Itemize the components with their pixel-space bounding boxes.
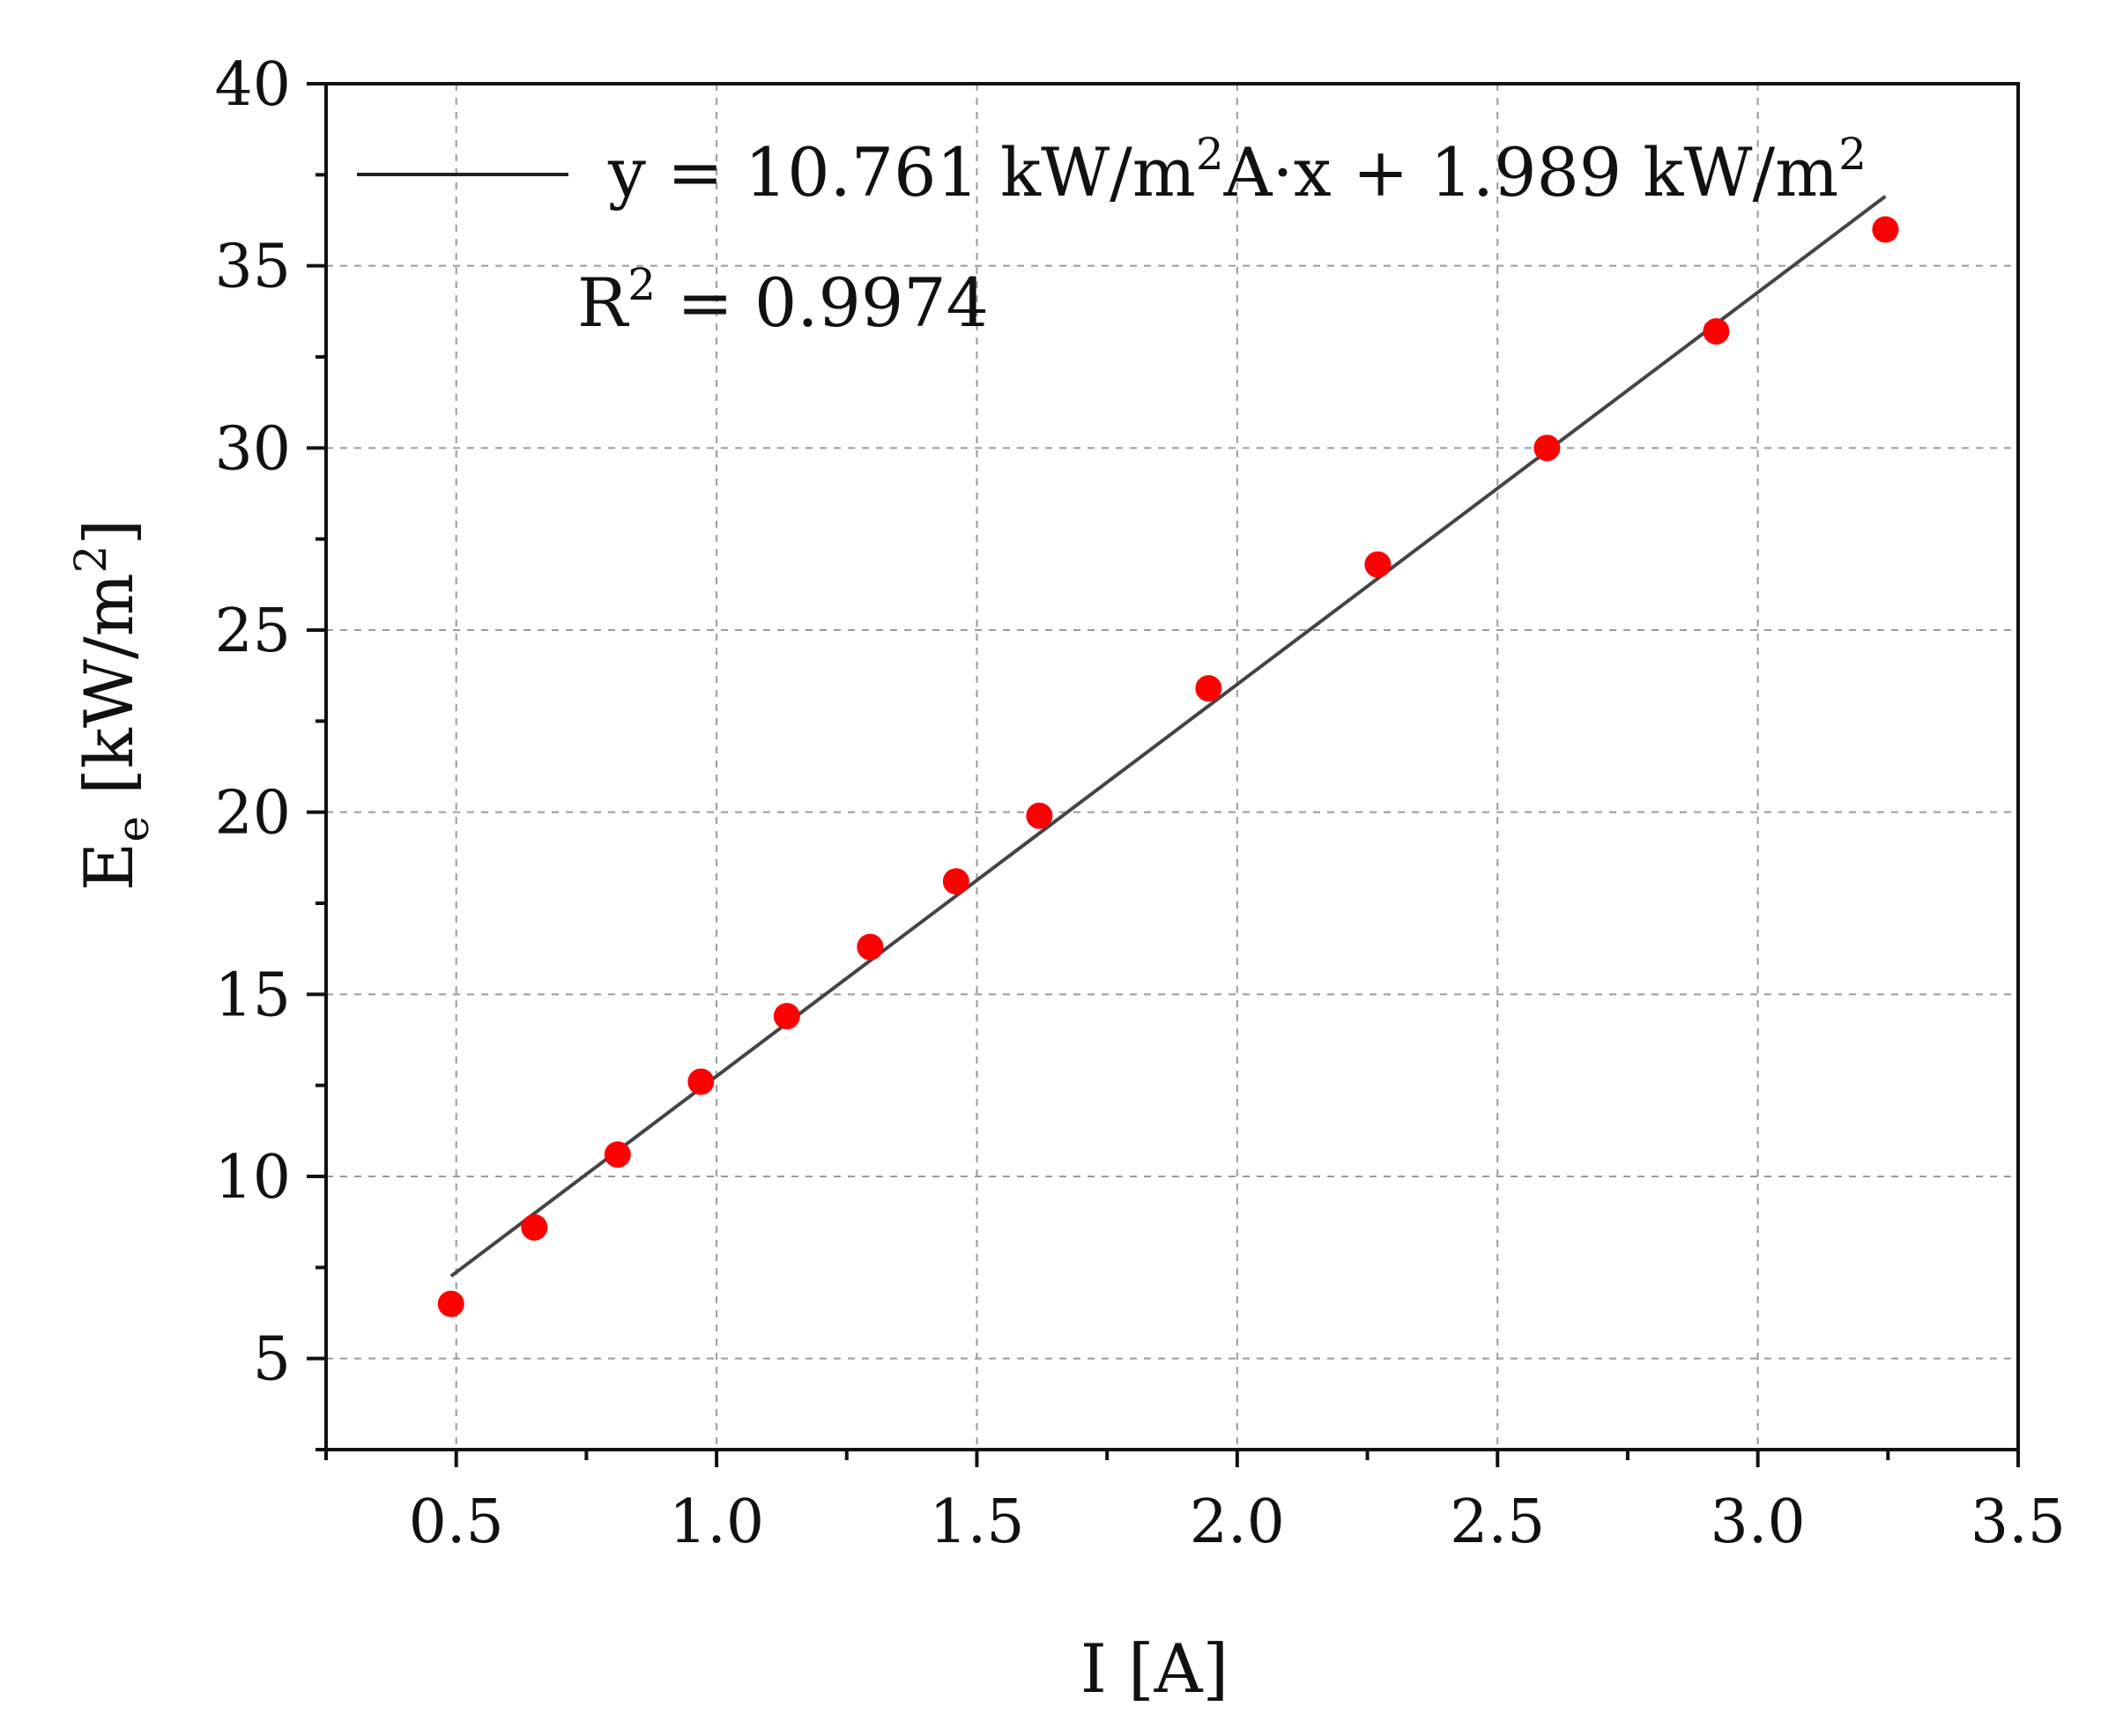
y-tick-label: 30 — [214, 414, 291, 484]
legend: y = 10.761 kW/m2A·x + 1.989 kW/m2 R2 = 0… — [357, 129, 1867, 342]
y-axis-title-sub: e — [108, 816, 159, 842]
points-layer — [437, 216, 1899, 1317]
y-tick-label: 15 — [214, 961, 291, 1030]
x-tick-label: 1.5 — [929, 1487, 1024, 1557]
fit-layer — [449, 195, 1887, 1278]
y-tick-label: 5 — [253, 1325, 291, 1395]
data-point — [1195, 675, 1222, 702]
data-point — [604, 1141, 631, 1168]
x-tick-label: 0.5 — [409, 1487, 504, 1557]
data-point — [1872, 216, 1899, 243]
y-axis-title: Ee [kW/m2] — [65, 519, 159, 891]
x-tick-label: 3.5 — [1971, 1487, 2066, 1557]
data-point — [687, 1068, 715, 1095]
axes — [324, 82, 2020, 1451]
y-tick-label: 40 — [214, 50, 291, 120]
fit-equation-mid: A·x + 1.989 kW/m — [1223, 133, 1838, 211]
ticks: 0.5 1.0 1.5 2.0 2.5 3.0 3.5 5 10 15 20 25 30 35 40 — [214, 50, 2066, 1557]
data-point — [857, 933, 884, 961]
fit-equation-sup2: 2 — [1838, 129, 1867, 180]
r-squared-sup: 2 — [627, 259, 656, 310]
y-axis-title-base: E — [70, 842, 148, 891]
y-tick-label: 10 — [214, 1143, 291, 1213]
data-point — [773, 1003, 800, 1030]
data-point — [521, 1213, 548, 1241]
r-squared-base: R — [577, 263, 630, 342]
y-tick-label: 20 — [214, 779, 291, 849]
x-tick-label: 1.0 — [669, 1487, 764, 1557]
data-point — [1703, 318, 1730, 345]
fit-line — [449, 195, 1887, 1278]
y-axis-title-unit-pre: [kW/m — [70, 573, 148, 816]
data-point — [437, 1290, 464, 1317]
plot-frame — [324, 82, 2020, 1451]
x-tick-label: 2.0 — [1190, 1487, 1285, 1557]
r-squared: R2 = 0.9974 — [577, 259, 989, 342]
y-axis-title-unit-post: ] — [70, 519, 148, 545]
y-tick-label: 25 — [214, 597, 291, 666]
data-point — [1533, 434, 1561, 462]
fit-equation-sup1: 2 — [1196, 129, 1224, 180]
x-tick-label: 3.0 — [1711, 1487, 1806, 1557]
x-axis-title: I [A] — [1080, 1629, 1229, 1708]
r-squared-value: = 0.9974 — [656, 263, 989, 342]
data-point — [1026, 802, 1053, 829]
y-axis-title-unit-sup: 2 — [65, 545, 116, 574]
x-tick-label: 2.5 — [1450, 1487, 1545, 1557]
grid — [326, 84, 2018, 1450]
fit-equation-pre: y = 10.761 kW/m — [607, 133, 1196, 211]
data-point — [942, 868, 969, 895]
data-point — [1364, 551, 1392, 578]
fit-equation: y = 10.761 kW/m2A·x + 1.989 kW/m2 — [607, 129, 1867, 211]
y-tick-label: 35 — [214, 233, 291, 302]
